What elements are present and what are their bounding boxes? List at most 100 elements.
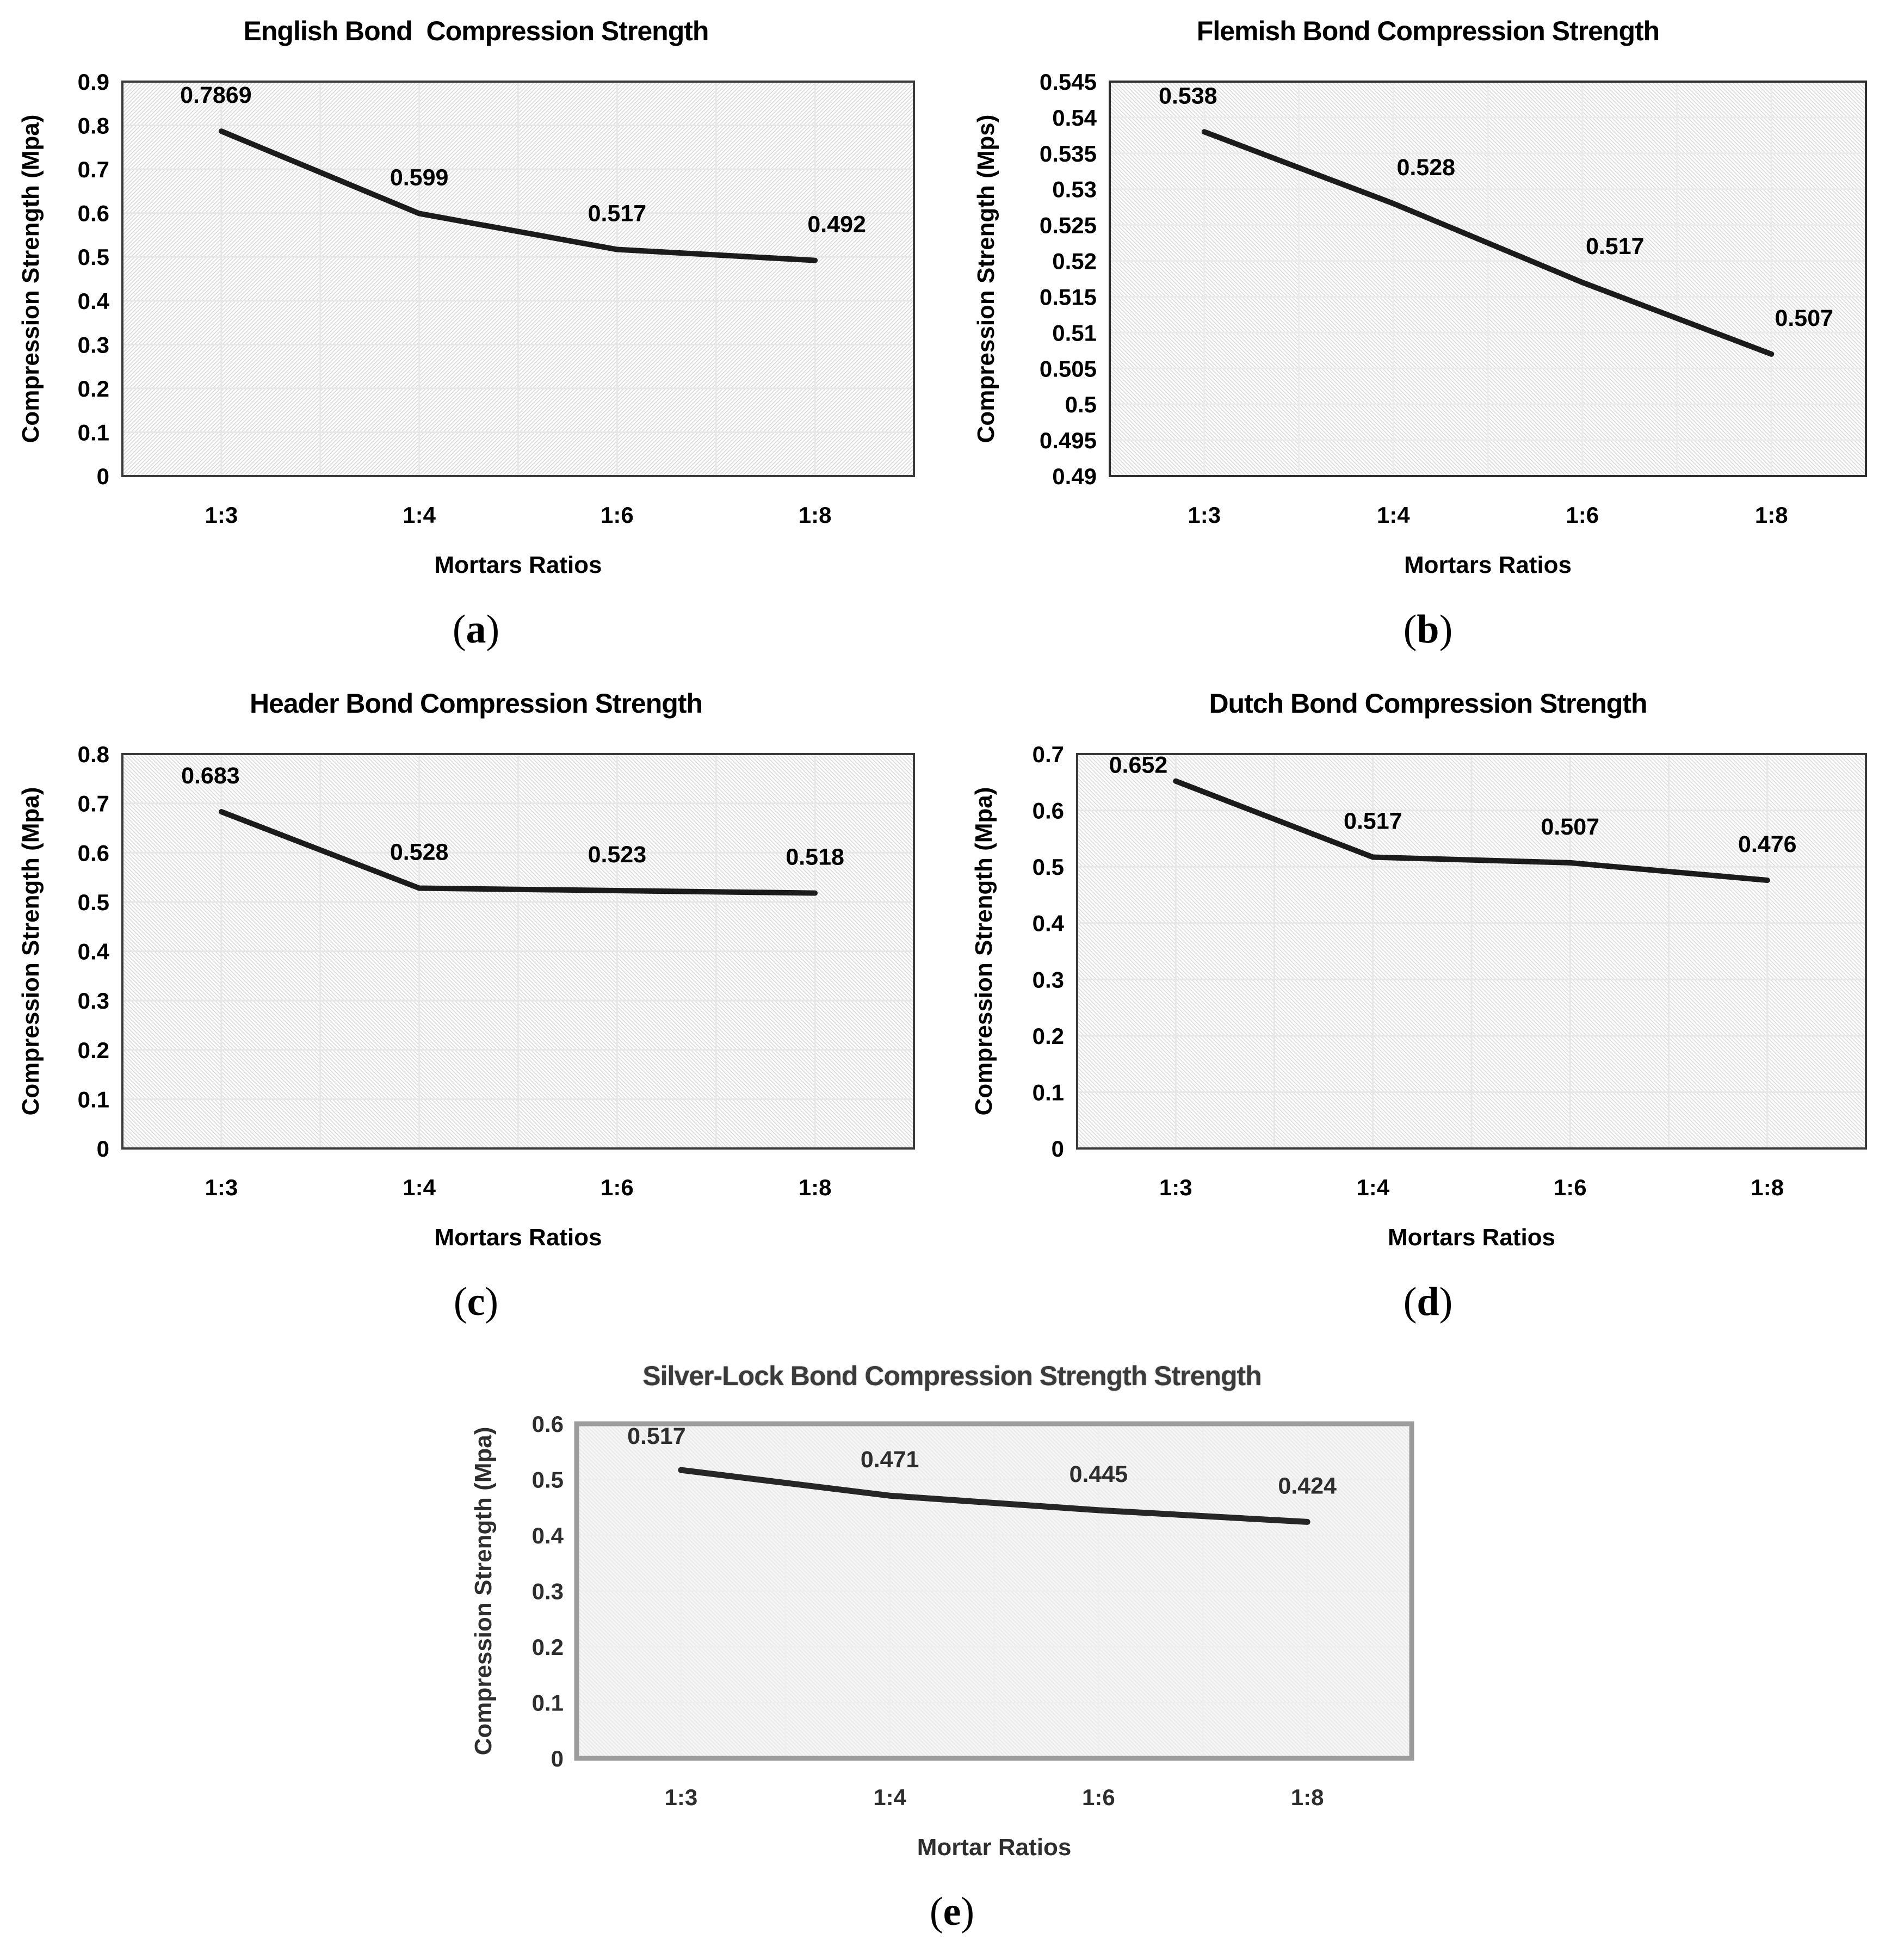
svg-text:0.525: 0.525 — [1040, 213, 1097, 238]
svg-text:0.4: 0.4 — [78, 288, 110, 314]
svg-text:0.7: 0.7 — [78, 791, 109, 817]
svg-text:0.517: 0.517 — [588, 201, 647, 227]
caption-a-close: ) — [486, 607, 500, 652]
svg-text:0.507: 0.507 — [1541, 814, 1599, 840]
svg-text:0.517: 0.517 — [1344, 808, 1402, 835]
svg-text:0.4: 0.4 — [532, 1523, 564, 1548]
x-axis-title-d: Mortars Ratios — [1388, 1224, 1555, 1251]
y-tick-labels-e: 0.6 0.5 0.4 0.3 0.2 0.1 0 — [532, 1411, 564, 1771]
svg-text:1:6: 1:6 — [601, 1175, 634, 1200]
svg-text:0: 0 — [97, 1136, 109, 1162]
svg-text:0.3: 0.3 — [1033, 967, 1064, 992]
svg-text:0.1: 0.1 — [78, 1086, 109, 1112]
svg-text:1:4: 1:4 — [403, 502, 436, 528]
svg-text:1:8: 1:8 — [799, 502, 832, 528]
y-tick-labels-c: 0.8 0.7 0.6 0.5 0.4 0.3 0.2 0.1 0 — [78, 742, 110, 1162]
plot-border-e — [574, 1421, 1414, 1761]
svg-text:0.476: 0.476 — [1738, 831, 1797, 857]
svg-text:0.507: 0.507 — [1775, 305, 1833, 331]
caption-b-open: ( — [1403, 607, 1417, 652]
y-axis-title-e: Compression Strength (Mpa) — [470, 1427, 497, 1756]
caption-a-open: ( — [452, 607, 466, 652]
series-line-b — [1201, 129, 1775, 357]
svg-text:1:3: 1:3 — [1188, 502, 1221, 528]
svg-text:0.1: 0.1 — [1033, 1079, 1064, 1105]
plot-border-d — [1076, 753, 1867, 1150]
y-axis-title-b: Compression Strength (Mps) — [973, 115, 999, 443]
svg-text:0.471: 0.471 — [861, 1447, 919, 1473]
svg-text:0: 0 — [1052, 1136, 1064, 1162]
svg-text:1:8: 1:8 — [799, 1175, 832, 1200]
x-axis-title-c: Mortars Ratios — [434, 1224, 602, 1251]
svg-text:1:4: 1:4 — [1377, 502, 1410, 528]
svg-text:0.4: 0.4 — [78, 939, 110, 965]
caption-e-close: ) — [961, 1889, 975, 1934]
svg-text:0.424: 0.424 — [1278, 1473, 1337, 1499]
svg-text:0.7869: 0.7869 — [180, 82, 252, 108]
svg-text:1:3: 1:3 — [205, 502, 238, 528]
svg-text:0.52: 0.52 — [1052, 249, 1097, 274]
svg-text:0.8: 0.8 — [78, 742, 109, 767]
svg-text:0.5: 0.5 — [1065, 392, 1097, 417]
svg-text:0.49: 0.49 — [1052, 464, 1097, 489]
svg-text:0.683: 0.683 — [181, 763, 240, 789]
caption-d-close: ) — [1439, 1280, 1453, 1324]
svg-text:0.3: 0.3 — [532, 1579, 564, 1604]
svg-text:0.517: 0.517 — [627, 1423, 686, 1449]
svg-text:0.545: 0.545 — [1040, 69, 1097, 95]
svg-text:0.6: 0.6 — [78, 201, 109, 226]
y-axis-title-c: Compression Strength (Mpa) — [17, 787, 44, 1116]
x-tick-labels-c: 1:3 1:4 1:6 1:8 — [205, 1175, 832, 1200]
svg-text:0: 0 — [97, 464, 109, 489]
y-tick-labels-b: 0.5450.540.5350.530.5250.520.5150.510.50… — [1040, 69, 1097, 489]
chart-panel-a: English Bond Compression Strength 0.9 0.8… — [14, 12, 938, 667]
svg-text:0.7: 0.7 — [1033, 742, 1064, 767]
svg-text:0: 0 — [551, 1746, 564, 1771]
plot-border-b — [1109, 81, 1867, 477]
chart-svg-c: 0.8 0.7 0.6 0.5 0.4 0.3 0.2 0.1 0 Compression Str… — [17, 742, 915, 1251]
svg-text:0.8: 0.8 — [78, 113, 109, 139]
gridlines-d — [1077, 753, 1866, 1150]
chart-panel-b: Flemish Bond Compression Strength 0.545 0… — [966, 12, 1890, 667]
chart-panel-c: Header Bond Compression Strength 0.8 0.7 0… — [14, 684, 938, 1339]
svg-text:1:6: 1:6 — [601, 502, 634, 528]
svg-text:0.505: 0.505 — [1040, 356, 1097, 381]
svg-text:0.1: 0.1 — [532, 1690, 564, 1716]
data-labels-d: 0.652 0.517 0.507 0.476 — [1109, 752, 1797, 857]
svg-text:1:4: 1:4 — [403, 1175, 436, 1200]
svg-text:0.6: 0.6 — [78, 840, 109, 866]
data-labels-e: 0.517 0.471 0.445 0.424 — [627, 1423, 1337, 1499]
chart-c: 0.8 0.7 0.6 0.5 0.4 0.3 0.2 0.1 0 Compression Str… — [14, 727, 938, 1274]
caption-c-open: ( — [453, 1280, 467, 1324]
svg-text:0.2: 0.2 — [532, 1634, 564, 1660]
gridlines-e — [577, 1423, 1412, 1759]
chart-panel-e: Silver-Lock Bond Compression Strength St… — [465, 1357, 1439, 1949]
series-line-a — [218, 128, 818, 263]
svg-text:0.528: 0.528 — [390, 839, 449, 866]
svg-text:0.54: 0.54 — [1052, 105, 1097, 131]
svg-text:1:8: 1:8 — [1291, 1784, 1324, 1810]
caption-b-letter: b — [1417, 607, 1439, 652]
svg-text:0.3: 0.3 — [78, 332, 109, 357]
svg-text:1:3: 1:3 — [665, 1784, 698, 1810]
chart-title-e: Silver-Lock Bond Compression Strength St… — [642, 1361, 1262, 1391]
svg-text:1:4: 1:4 — [873, 1784, 906, 1810]
svg-text:0.445: 0.445 — [1070, 1461, 1128, 1487]
chart-svg-d: 0.7 0.6 0.5 0.4 0.3 0.2 0.1 0 Compression Streng… — [970, 742, 1867, 1251]
caption-b-close: ) — [1439, 607, 1453, 652]
x-tick-labels-b: 1:3 1:4 1:6 1:8 — [1188, 502, 1788, 528]
chart-title-b: Flemish Bond Compression Strength — [1196, 16, 1660, 46]
svg-text:0.5: 0.5 — [1033, 854, 1064, 880]
svg-text:0.515: 0.515 — [1040, 284, 1097, 310]
svg-text:0.6: 0.6 — [532, 1411, 564, 1437]
svg-text:1:8: 1:8 — [1755, 502, 1788, 528]
chart-b: 0.545 0.54 0.535 0.53 0.525 0.52 0.515 0.51 0.50… — [966, 54, 1890, 601]
chart-d: 0.7 0.6 0.5 0.4 0.3 0.2 0.1 0 Compression Streng… — [966, 727, 1890, 1274]
chart-svg-b: 0.5450.540.5350.530.5250.520.5150.510.50… — [973, 69, 1867, 578]
svg-text:0.535: 0.535 — [1040, 141, 1097, 166]
svg-text:0.2: 0.2 — [78, 1037, 109, 1063]
x-tick-labels-e: 1:3 1:4 1:6 1:8 — [665, 1784, 1324, 1810]
y-axis-title-d: Compression Strength (Mpa) — [970, 787, 997, 1116]
x-tick-labels-a: 1:3 1:4 1:6 1:8 — [205, 502, 832, 528]
